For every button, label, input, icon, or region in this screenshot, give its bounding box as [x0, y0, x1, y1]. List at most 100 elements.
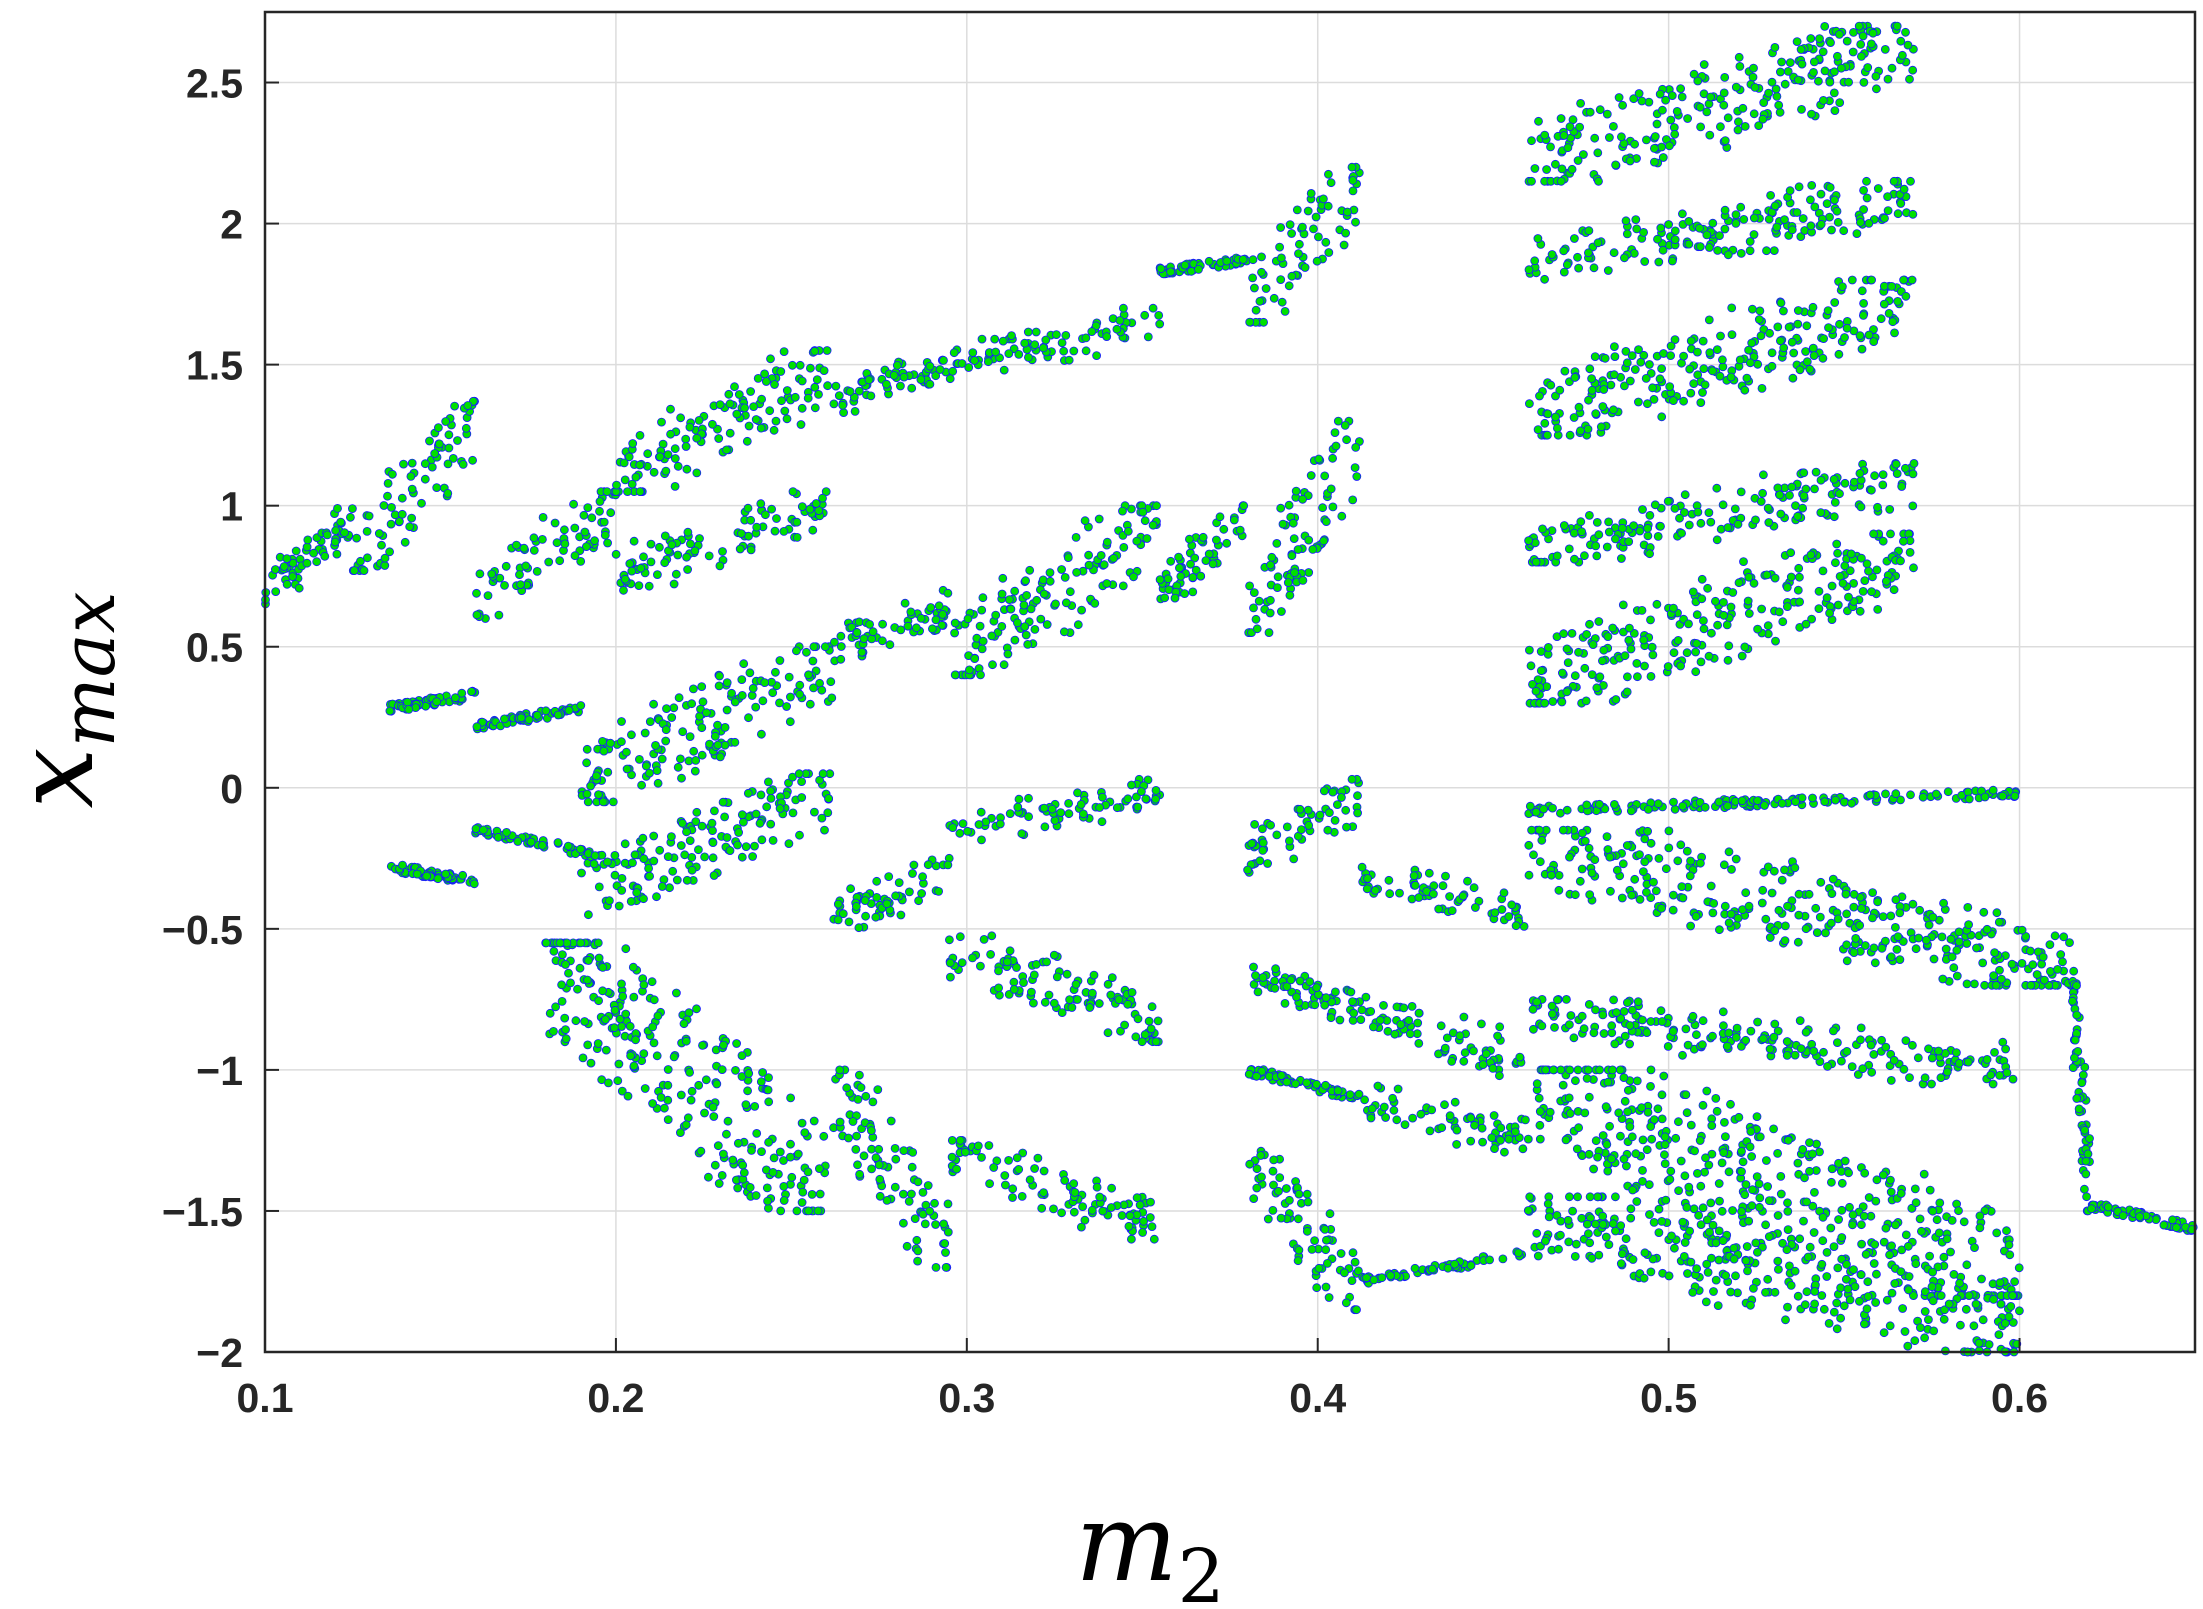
data-point [1437, 1123, 1447, 1133]
data-point [676, 754, 685, 764]
data-point [432, 483, 442, 493]
data-point [1692, 610, 1702, 620]
data-point [1885, 504, 1895, 514]
data-point [1634, 89, 1644, 98]
data-point [1020, 338, 1030, 348]
data-point [1889, 176, 1899, 186]
data-point [744, 713, 753, 723]
data-point [583, 1040, 593, 1050]
data-point [1578, 828, 1587, 838]
data-point [645, 768, 654, 778]
data-point [1823, 1062, 1832, 1071]
data-point [733, 840, 742, 850]
data-point [1717, 1158, 1727, 1168]
data-point [666, 429, 675, 439]
data-point [1052, 330, 1061, 340]
data-point [1109, 553, 1118, 563]
data-point [1085, 1003, 1095, 1012]
data-point [560, 539, 570, 549]
data-point [519, 543, 529, 553]
data-point [830, 637, 839, 647]
data-point [1706, 517, 1716, 527]
data-point [1812, 928, 1822, 937]
data-point [578, 1053, 588, 1063]
data-point [1350, 463, 1360, 473]
data-point [800, 1128, 810, 1137]
data-point [679, 1019, 689, 1029]
data-point [890, 1182, 900, 1192]
data-point [1908, 65, 1918, 75]
data-point [1765, 1044, 1775, 1054]
data-point [1633, 672, 1642, 682]
data-point [1724, 918, 1734, 928]
data-point [1319, 194, 1328, 204]
data-point [1587, 868, 1597, 878]
data-point [1872, 565, 1882, 575]
data-point [1640, 661, 1649, 671]
data-point [1283, 578, 1293, 587]
data-point [1361, 992, 1371, 1002]
data-point [1842, 940, 1851, 950]
data-point [656, 1093, 666, 1102]
data-point [1795, 1016, 1805, 1025]
data-point [1022, 591, 1031, 600]
data-point [1609, 248, 1619, 258]
data-point [670, 454, 680, 463]
data-point [1326, 178, 1336, 188]
data-point [1890, 328, 1899, 338]
data-point [1341, 805, 1351, 815]
data-point [1649, 394, 1659, 404]
data-point [683, 565, 692, 574]
data-point [1395, 888, 1404, 898]
data-point [1708, 1031, 1717, 1041]
data-point [1700, 380, 1710, 390]
data-point [1657, 142, 1666, 152]
data-point [1668, 905, 1678, 915]
data-point [1563, 143, 1573, 153]
data-point [746, 545, 756, 555]
data-point [1249, 603, 1258, 613]
data-point [1014, 794, 1024, 804]
data-point [1500, 1147, 1509, 1157]
data-point [638, 833, 648, 843]
data-point [735, 544, 745, 554]
data-point [1864, 218, 1874, 228]
data-point [1665, 382, 1675, 392]
data-point [1833, 914, 1843, 924]
data-point [1970, 1243, 1979, 1252]
data-point [742, 436, 752, 446]
data-point [1818, 47, 1828, 57]
data-point [1646, 1082, 1655, 1091]
data-point [617, 979, 626, 989]
data-point [1867, 485, 1876, 495]
data-point [1754, 315, 1764, 324]
data-point [1862, 193, 1872, 203]
data-point [1084, 560, 1094, 570]
data-point [1937, 932, 1947, 942]
data-point [417, 498, 426, 508]
data-point [768, 836, 778, 845]
data-point [1773, 1149, 1782, 1158]
data-point [685, 1068, 694, 1077]
data-point [1496, 1123, 1506, 1133]
data-point [1594, 176, 1603, 186]
data-point [1642, 135, 1651, 145]
data-point [853, 1160, 862, 1170]
data-point [1258, 838, 1268, 848]
data-point [797, 376, 807, 386]
data-point [1702, 1086, 1712, 1096]
data-point [1103, 1028, 1113, 1038]
data-point [1533, 425, 1543, 435]
data-point [1235, 525, 1245, 535]
data-point [1310, 1000, 1320, 1010]
data-point [1777, 799, 1787, 808]
data-point [1588, 640, 1598, 649]
data-point [795, 360, 805, 370]
data-point [1535, 857, 1545, 867]
data-point [1348, 175, 1358, 185]
data-point [1736, 487, 1746, 497]
data-point [282, 554, 292, 563]
data-point [1854, 21, 1864, 31]
data-point [1579, 150, 1588, 159]
data-point [516, 713, 526, 723]
